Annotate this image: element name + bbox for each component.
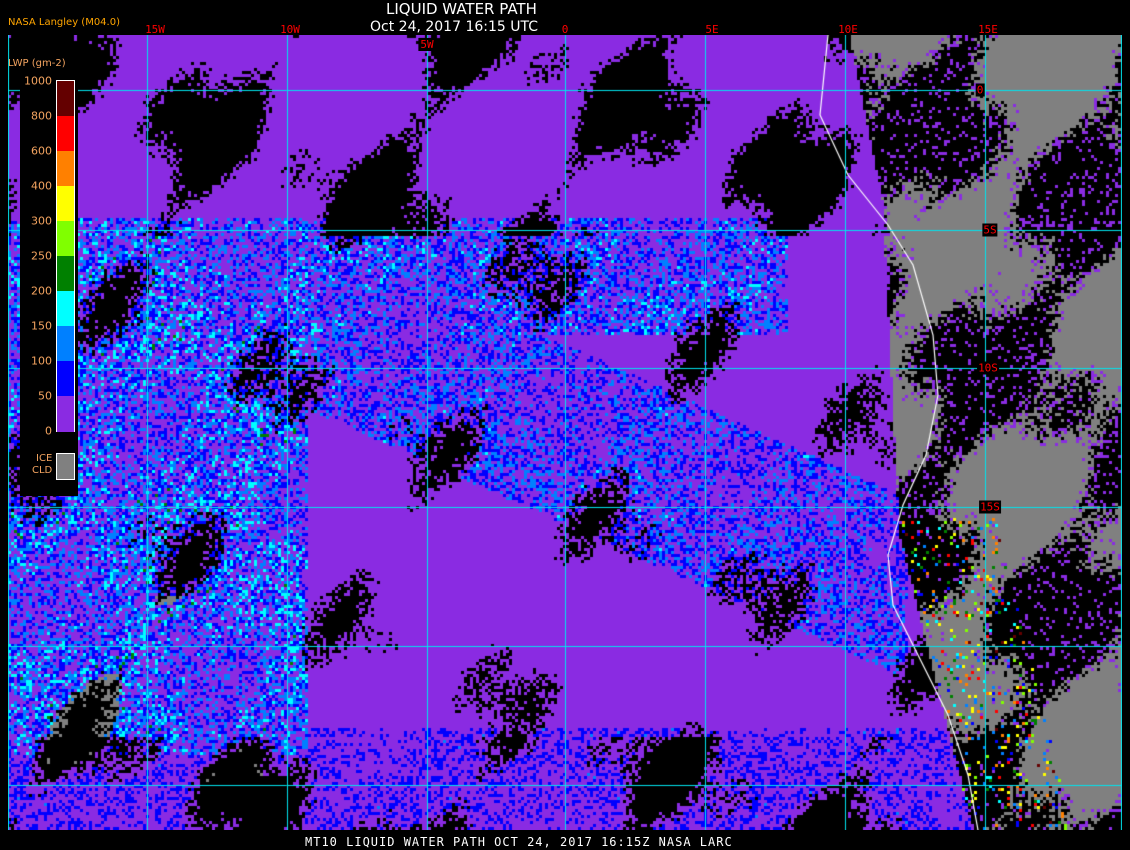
ice-label-line-1: ICE bbox=[36, 453, 53, 464]
legend-tick: 400 bbox=[31, 179, 52, 193]
legend-tick: 0 bbox=[45, 424, 52, 438]
lon-label: 0 bbox=[561, 23, 569, 36]
lat-label: 5S bbox=[982, 223, 998, 237]
lon-label: 10W bbox=[280, 23, 300, 36]
lon-label: 5W bbox=[418, 38, 436, 51]
map-datetime: Oct 24, 2017 16:15 UTC bbox=[370, 19, 538, 35]
legend-title: LWP (gm-2) bbox=[8, 58, 66, 69]
legend-swatch bbox=[57, 361, 74, 397]
lat-label: 10S bbox=[977, 361, 999, 375]
lon-label: 15E bbox=[978, 23, 998, 36]
legend-swatch bbox=[57, 151, 74, 187]
map-footer: MT10 LIQUID WATER PATH OCT 24, 2017 16:1… bbox=[305, 835, 733, 849]
legend-swatch bbox=[57, 256, 74, 292]
legend-swatch bbox=[57, 326, 74, 362]
legend-tick: 800 bbox=[31, 109, 52, 123]
legend-colorbar bbox=[56, 80, 75, 432]
legend-tick: 1000 bbox=[24, 74, 52, 88]
legend-tick: 150 bbox=[31, 319, 52, 333]
legend-tick: 200 bbox=[31, 284, 52, 298]
lon-label: 5E bbox=[705, 23, 719, 36]
legend-tick: 600 bbox=[31, 144, 52, 158]
legend-tick: 300 bbox=[31, 214, 52, 228]
lat-label: 0 bbox=[975, 83, 985, 97]
legend-swatch bbox=[57, 81, 74, 117]
lon-label: 10E bbox=[838, 23, 858, 36]
ice-label-line-2: CLD bbox=[32, 465, 53, 476]
legend-tick: 50 bbox=[38, 389, 52, 403]
legend-tick: 100 bbox=[31, 354, 52, 368]
ice-cloud-swatch bbox=[56, 453, 75, 480]
ice-cloud-label: ICE CLD bbox=[32, 453, 52, 477]
map-title: LIQUID WATER PATH bbox=[386, 0, 537, 18]
legend-swatch bbox=[57, 221, 74, 257]
legend-swatch bbox=[57, 116, 74, 152]
legend-swatch bbox=[57, 396, 74, 432]
legend-tick: 250 bbox=[31, 249, 52, 263]
lat-label: 15S bbox=[979, 500, 1001, 514]
color-legend: LWP (gm-2) 1000 800 600 400 300 250 200 150 100 5… bbox=[8, 56, 78, 496]
legend-swatch bbox=[57, 186, 74, 222]
lwp-satellite-map bbox=[8, 35, 1122, 830]
legend-swatch bbox=[57, 291, 74, 327]
brand-label: NASA Langley (M04.0) bbox=[8, 17, 120, 28]
lon-label: 15W bbox=[145, 23, 165, 36]
